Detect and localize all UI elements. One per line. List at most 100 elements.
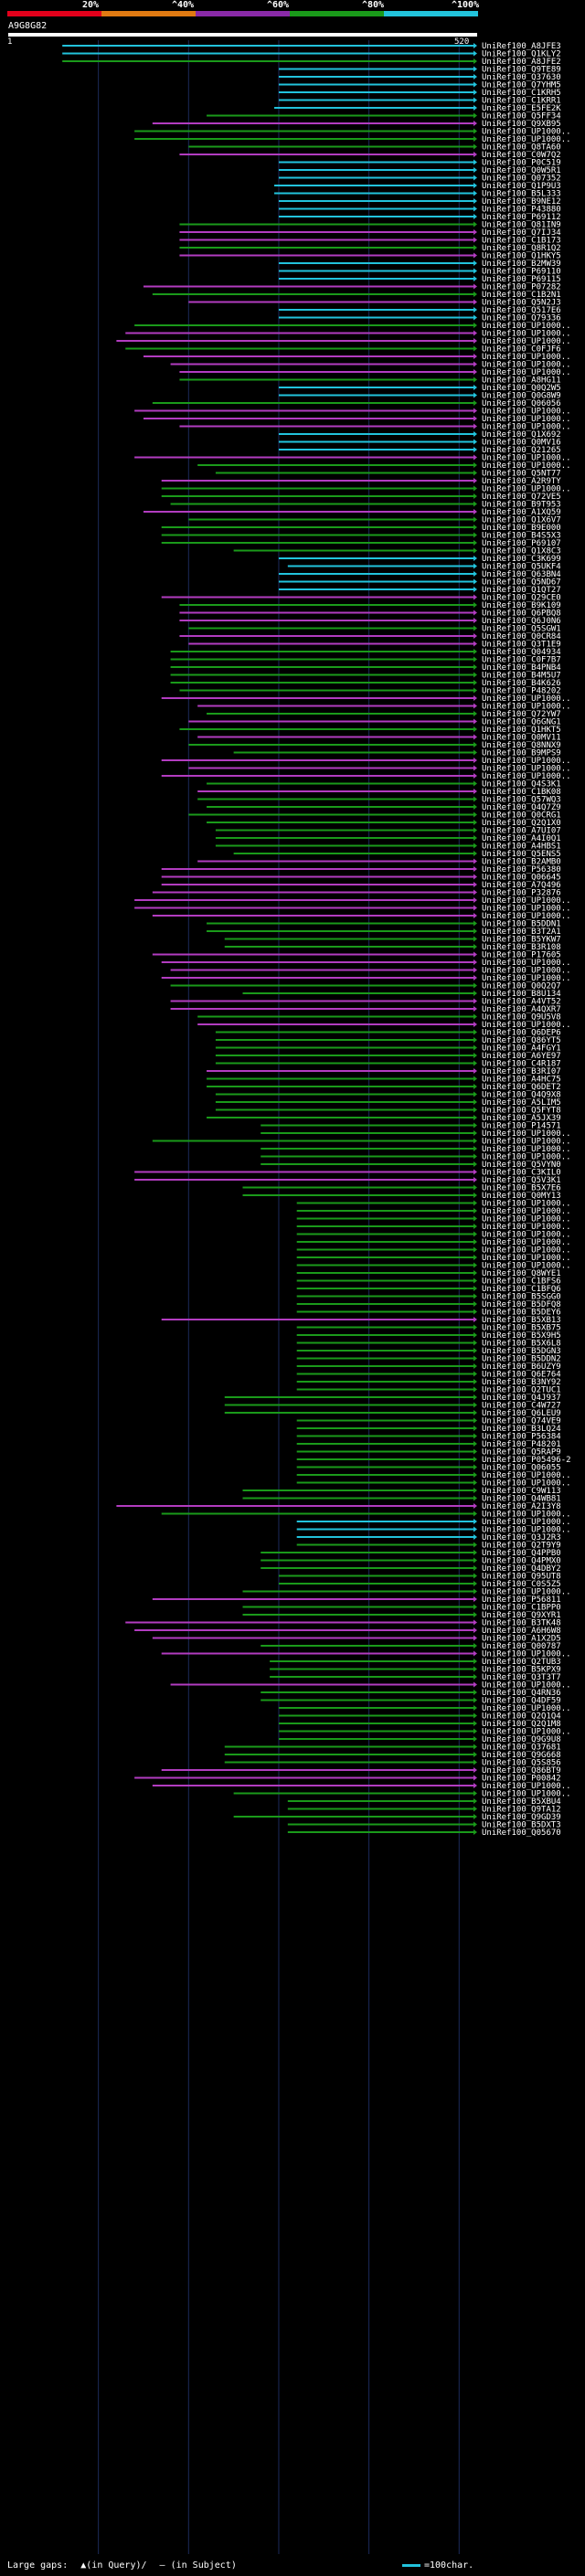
hit-label[interactable]: UniRef100_UP1000.. [482,1262,571,1271]
hit-row[interactable]: UniRef100_Q86BT9 [161,1766,561,1776]
hit-row[interactable]: UniRef100_Q6DEP6 [215,1029,561,1038]
hit-label[interactable]: UniRef100_UP1000.. [482,1145,571,1154]
hit-label[interactable]: UniRef100_Q1X6V7 [482,516,561,525]
hit-row[interactable]: UniRef100_C1KRR1 [278,97,561,106]
hit-row[interactable]: UniRef100_UP1000.. [170,1681,571,1691]
hit-label[interactable]: UniRef100_Q4RN36 [482,1689,561,1698]
hit-label[interactable]: UniRef100_Q4PMX0 [482,1557,561,1566]
hit-row[interactable]: UniRef100_Q5SGW1 [188,625,561,634]
hit-label[interactable]: UniRef100_UP1000.. [482,128,571,137]
hit-row[interactable]: UniRef100_Q0Q2W5 [278,384,561,393]
hit-label[interactable]: UniRef100_Q5V3K1 [482,1176,561,1185]
hit-row[interactable]: UniRef100_Q0CR84 [179,632,561,641]
hit-row[interactable]: UniRef100_UP1000.. [161,772,571,781]
hit-row[interactable]: UniRef100_Q05670 [287,1829,561,1838]
hit-row[interactable]: UniRef100_B5X7E6 [242,1184,561,1193]
hit-label[interactable]: UniRef100_B5DXT3 [482,1821,561,1830]
hit-row[interactable]: UniRef100_Q4WB81 [242,1495,561,1504]
hit-row[interactable]: UniRef100_UP1000.. [197,1021,571,1030]
hit-row[interactable]: UniRef100_A4VT52 [170,998,561,1007]
hit-label[interactable]: UniRef100_Q6PBQ8 [482,610,561,619]
hit-label[interactable]: UniRef100_Q4WB81 [482,1495,561,1504]
hit-row[interactable]: UniRef100_C4R187 [215,1060,561,1069]
hit-label[interactable]: UniRef100_Q4Q7Z9 [482,803,561,812]
hit-row[interactable]: UniRef100_Q5ENS5 [233,850,561,859]
hit-row[interactable]: UniRef100_Q1X6V7 [188,516,561,525]
hit-row[interactable]: UniRef100_UP1000.. [134,454,571,463]
hit-row[interactable]: UniRef100_Q2Q1Q4 [278,1712,561,1722]
hit-label[interactable]: UniRef100_UP1000.. [482,896,571,906]
hit-label[interactable]: UniRef100_UP1000.. [482,415,571,424]
hit-row[interactable]: UniRef100_Q1P9U3 [274,182,561,191]
hit-label[interactable]: UniRef100_Q37681 [482,1744,561,1753]
hit-row[interactable]: UniRef100_Q4DBY2 [261,1564,561,1574]
hit-label[interactable]: UniRef100_P48201 [482,1440,561,1449]
hit-row[interactable]: UniRef100_UP1000.. [278,1728,571,1737]
hit-row[interactable]: UniRef100_C0W7Q2 [179,151,561,160]
hit-label[interactable]: UniRef100_Q1QT27 [482,586,561,595]
hit-row[interactable]: UniRef100_Q72VE5 [161,493,561,502]
hit-label[interactable]: UniRef100_Q4J937 [482,1394,561,1403]
hit-label[interactable]: UniRef100_B5XBU4 [482,1797,561,1807]
hit-row[interactable]: UniRef100_UP1000.. [152,1138,571,1147]
hit-row[interactable]: UniRef100_A8JFE3 [62,42,561,51]
hit-row[interactable]: UniRef100_UP1000.. [179,368,571,377]
hit-row[interactable]: UniRef100_Q81IN9 [179,221,561,230]
hit-label[interactable]: UniRef100_Q0Q2W5 [482,384,561,393]
hit-label[interactable]: UniRef100_UP1000.. [482,135,571,144]
hit-label[interactable]: UniRef100_Q5N2J3 [482,299,561,308]
hit-label[interactable]: UniRef100_Q1X692 [482,430,561,440]
hit-row[interactable]: UniRef100_Q9TE89 [278,66,561,75]
hit-label[interactable]: UniRef100_UP1000.. [482,1471,571,1480]
hit-label[interactable]: UniRef100_Q9U5V8 [482,1013,561,1023]
hit-label[interactable]: UniRef100_B8U134 [482,990,561,999]
hit-label[interactable]: UniRef100_UP1000.. [482,703,571,712]
hit-row[interactable]: UniRef100_Q0MV11 [197,734,561,743]
hit-label[interactable]: UniRef100_A6H6W8 [482,1627,561,1636]
hit-row[interactable]: UniRef100_UP1000.. [261,1129,571,1139]
hit-label[interactable]: UniRef100_Q6GNG1 [482,718,561,727]
hit-row[interactable]: UniRef100_UP1000.. [261,1153,571,1162]
hit-row[interactable]: UniRef100_UP1000.. [296,1254,571,1263]
hit-label[interactable]: UniRef100_Q2Q1M8 [482,1720,561,1729]
hit-label[interactable]: UniRef100_UP1000.. [482,959,571,968]
hit-row[interactable]: UniRef100_UP1000.. [152,912,571,921]
hit-row[interactable]: UniRef100_B6UZY9 [296,1362,561,1372]
hit-row[interactable]: UniRef100_B3R108 [224,943,561,952]
hit-label[interactable]: UniRef100_UP1000.. [482,330,571,339]
hit-label[interactable]: UniRef100_P0C519 [482,159,561,168]
hit-label[interactable]: UniRef100_UP1000.. [482,353,571,362]
hit-label[interactable]: UniRef100_C1B2N1 [482,291,561,300]
hit-row[interactable]: UniRef100_UP1000.. [161,974,571,983]
hit-label[interactable]: UniRef100_Q8NNX9 [482,741,561,750]
hit-row[interactable]: UniRef100_B4S5X3 [161,532,561,541]
hit-label[interactable]: UniRef100_B9T953 [482,501,561,510]
hit-label[interactable]: UniRef100_UP1000.. [482,1238,571,1247]
hit-row[interactable]: UniRef100_UP1000.. [143,353,571,362]
hit-row[interactable]: UniRef100_P32876 [152,889,561,898]
hit-label[interactable]: UniRef100_Q5FF34 [482,112,561,122]
hit-row[interactable]: UniRef100_Q8TA60 [188,143,561,153]
hit-row[interactable]: UniRef100_UP1000.. [278,1704,571,1713]
hit-label[interactable]: UniRef100_Q4DBY2 [482,1564,561,1574]
hit-row[interactable]: UniRef100_B2MW39 [278,260,561,269]
hit-label[interactable]: UniRef100_A1XQ59 [482,508,561,517]
hit-row[interactable]: UniRef100_C1BPP0 [242,1604,561,1613]
hit-label[interactable]: UniRef100_UP1000.. [482,1526,571,1535]
hit-label[interactable]: UniRef100_UP1000.. [482,337,571,346]
hit-label[interactable]: UniRef100_Q06055 [482,1464,561,1473]
hit-row[interactable]: UniRef100_UP1000.. [296,1262,571,1271]
hit-label[interactable]: UniRef100_UP1000.. [482,1782,571,1791]
hit-row[interactable]: UniRef100_P69107 [161,539,561,548]
hit-label[interactable]: UniRef100_B5XB13 [482,1316,561,1325]
hit-label[interactable]: UniRef100_B4PNB4 [482,663,561,673]
hit-row[interactable]: UniRef100_P17605 [152,951,561,960]
hit-label[interactable]: UniRef100_B5KPX9 [482,1666,561,1675]
hit-label[interactable]: UniRef100_A5LIM5 [482,1098,561,1108]
hit-row[interactable]: UniRef100_Q3T3T7 [270,1673,561,1682]
hit-label[interactable]: UniRef100_P07282 [482,283,561,292]
hit-row[interactable]: UniRef100_Q06645 [161,874,561,883]
hit-row[interactable]: UniRef100_Q00787 [261,1642,561,1651]
hit-row[interactable]: UniRef100_B9E000 [161,524,561,533]
hit-row[interactable]: UniRef100_B5XBU4 [287,1797,561,1807]
